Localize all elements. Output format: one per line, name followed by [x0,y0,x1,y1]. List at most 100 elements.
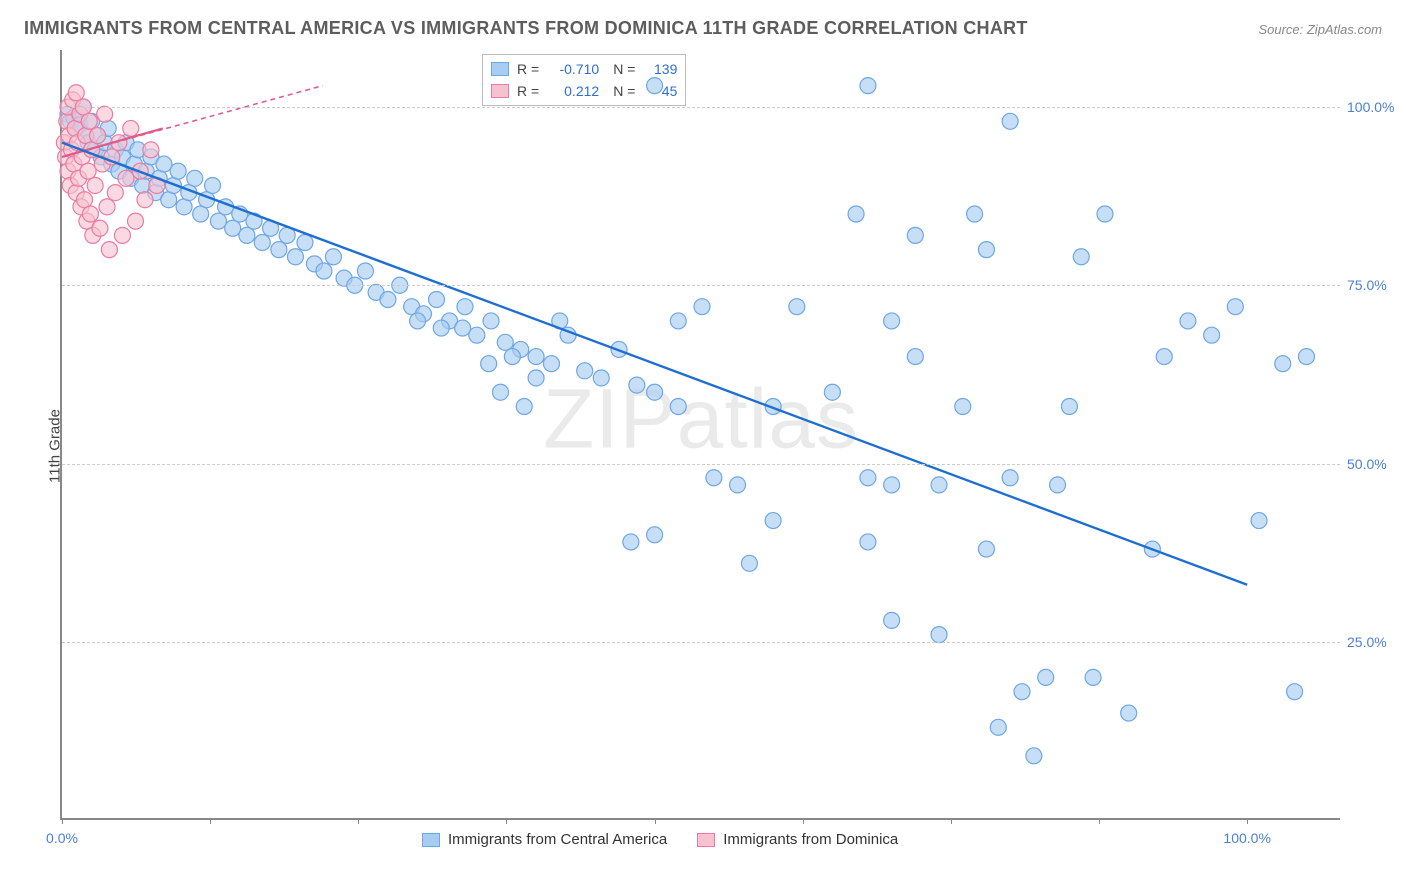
data-point-dominica [118,170,134,186]
data-point-central [884,612,900,628]
data-point-dominica [68,85,84,101]
data-point-central [469,327,485,343]
data-point-dominica [127,213,143,229]
data-point-central [931,627,947,643]
data-point-central [254,235,270,251]
data-point-central [670,313,686,329]
data-point-dominica [92,220,108,236]
data-point-central [193,206,209,222]
data-point-central [1038,669,1054,685]
data-point-central [176,199,192,215]
data-point-central [1097,206,1113,222]
data-point-central [824,384,840,400]
gridline-h [62,464,1340,465]
chart-title: IMMIGRANTS FROM CENTRAL AMERICA VS IMMIG… [24,18,1028,39]
data-point-central [380,292,396,308]
data-point-dominica [137,192,153,208]
x-tick [506,818,507,824]
data-point-central [765,513,781,529]
data-point-central [1085,669,1101,685]
data-point-dominica [123,120,139,136]
data-point-central [457,299,473,315]
data-point-central [1180,313,1196,329]
data-point-central [647,78,663,94]
data-point-central [978,541,994,557]
data-point-central [1156,349,1172,365]
data-point-dominica [90,128,106,144]
data-point-central [931,477,947,493]
data-point-central [730,477,746,493]
data-point-dominica [101,242,117,258]
data-point-central [481,356,497,372]
data-point-central [1050,477,1066,493]
data-point-central [978,242,994,258]
data-point-dominica [77,192,93,208]
legend-swatch [697,833,715,847]
data-point-central [593,370,609,386]
gridline-h [62,642,1340,643]
data-point-central [543,356,559,372]
x-tick [1247,818,1248,824]
data-point-central [483,313,499,329]
data-point-central [884,313,900,329]
data-point-central [316,263,332,279]
plot-area: ZIPatlas R = -0.710 N = 139 R = 0.212 N … [60,50,1340,820]
data-point-central [623,534,639,550]
data-point-dominica [107,185,123,201]
data-point-central [884,477,900,493]
data-point-central [1073,249,1089,265]
data-point-central [706,470,722,486]
data-point-central [410,313,426,329]
data-point-central [205,177,221,193]
data-point-central [161,192,177,208]
data-point-central [955,398,971,414]
data-point-central [990,719,1006,735]
data-point-central [271,242,287,258]
trendline-central [62,143,1247,585]
gridline-h [62,107,1340,108]
data-point-central [528,349,544,365]
x-tick-label: 100.0% [1223,830,1270,846]
chart-svg [62,50,1340,818]
x-tick [62,818,63,824]
data-point-central [860,78,876,94]
series-legend: Immigrants from Central America Immigrant… [422,831,898,848]
data-point-dominica [81,113,97,129]
y-tick-label: 100.0% [1347,99,1402,115]
data-point-central [577,363,593,379]
legend-label: Immigrants from Dominica [723,831,898,848]
x-tick [655,818,656,824]
data-point-central [907,349,923,365]
data-point-central [647,527,663,543]
x-tick [1099,818,1100,824]
data-point-central [187,170,203,186]
data-point-central [1002,113,1018,129]
data-point-central [741,555,757,571]
data-point-central [455,320,471,336]
data-point-central [647,384,663,400]
data-point-central [493,384,509,400]
data-point-central [504,349,520,365]
data-point-central [967,206,983,222]
data-point-central [433,320,449,336]
data-point-central [1287,684,1303,700]
data-point-dominica [97,106,113,122]
y-tick-label: 75.0% [1347,277,1402,293]
legend-item: Immigrants from Dominica [697,831,898,848]
data-point-central [325,249,341,265]
legend-swatch [422,833,440,847]
data-point-central [1298,349,1314,365]
data-point-central [528,370,544,386]
data-point-dominica [99,199,115,215]
data-point-central [357,263,373,279]
data-point-central [210,213,226,229]
data-point-central [1014,684,1030,700]
data-point-central [156,156,172,172]
data-point-central [1002,470,1018,486]
data-point-central [694,299,710,315]
data-point-dominica [114,227,130,243]
legend-item: Immigrants from Central America [422,831,667,848]
data-point-dominica [80,163,96,179]
data-point-central [1251,513,1267,529]
data-point-dominica [87,177,103,193]
